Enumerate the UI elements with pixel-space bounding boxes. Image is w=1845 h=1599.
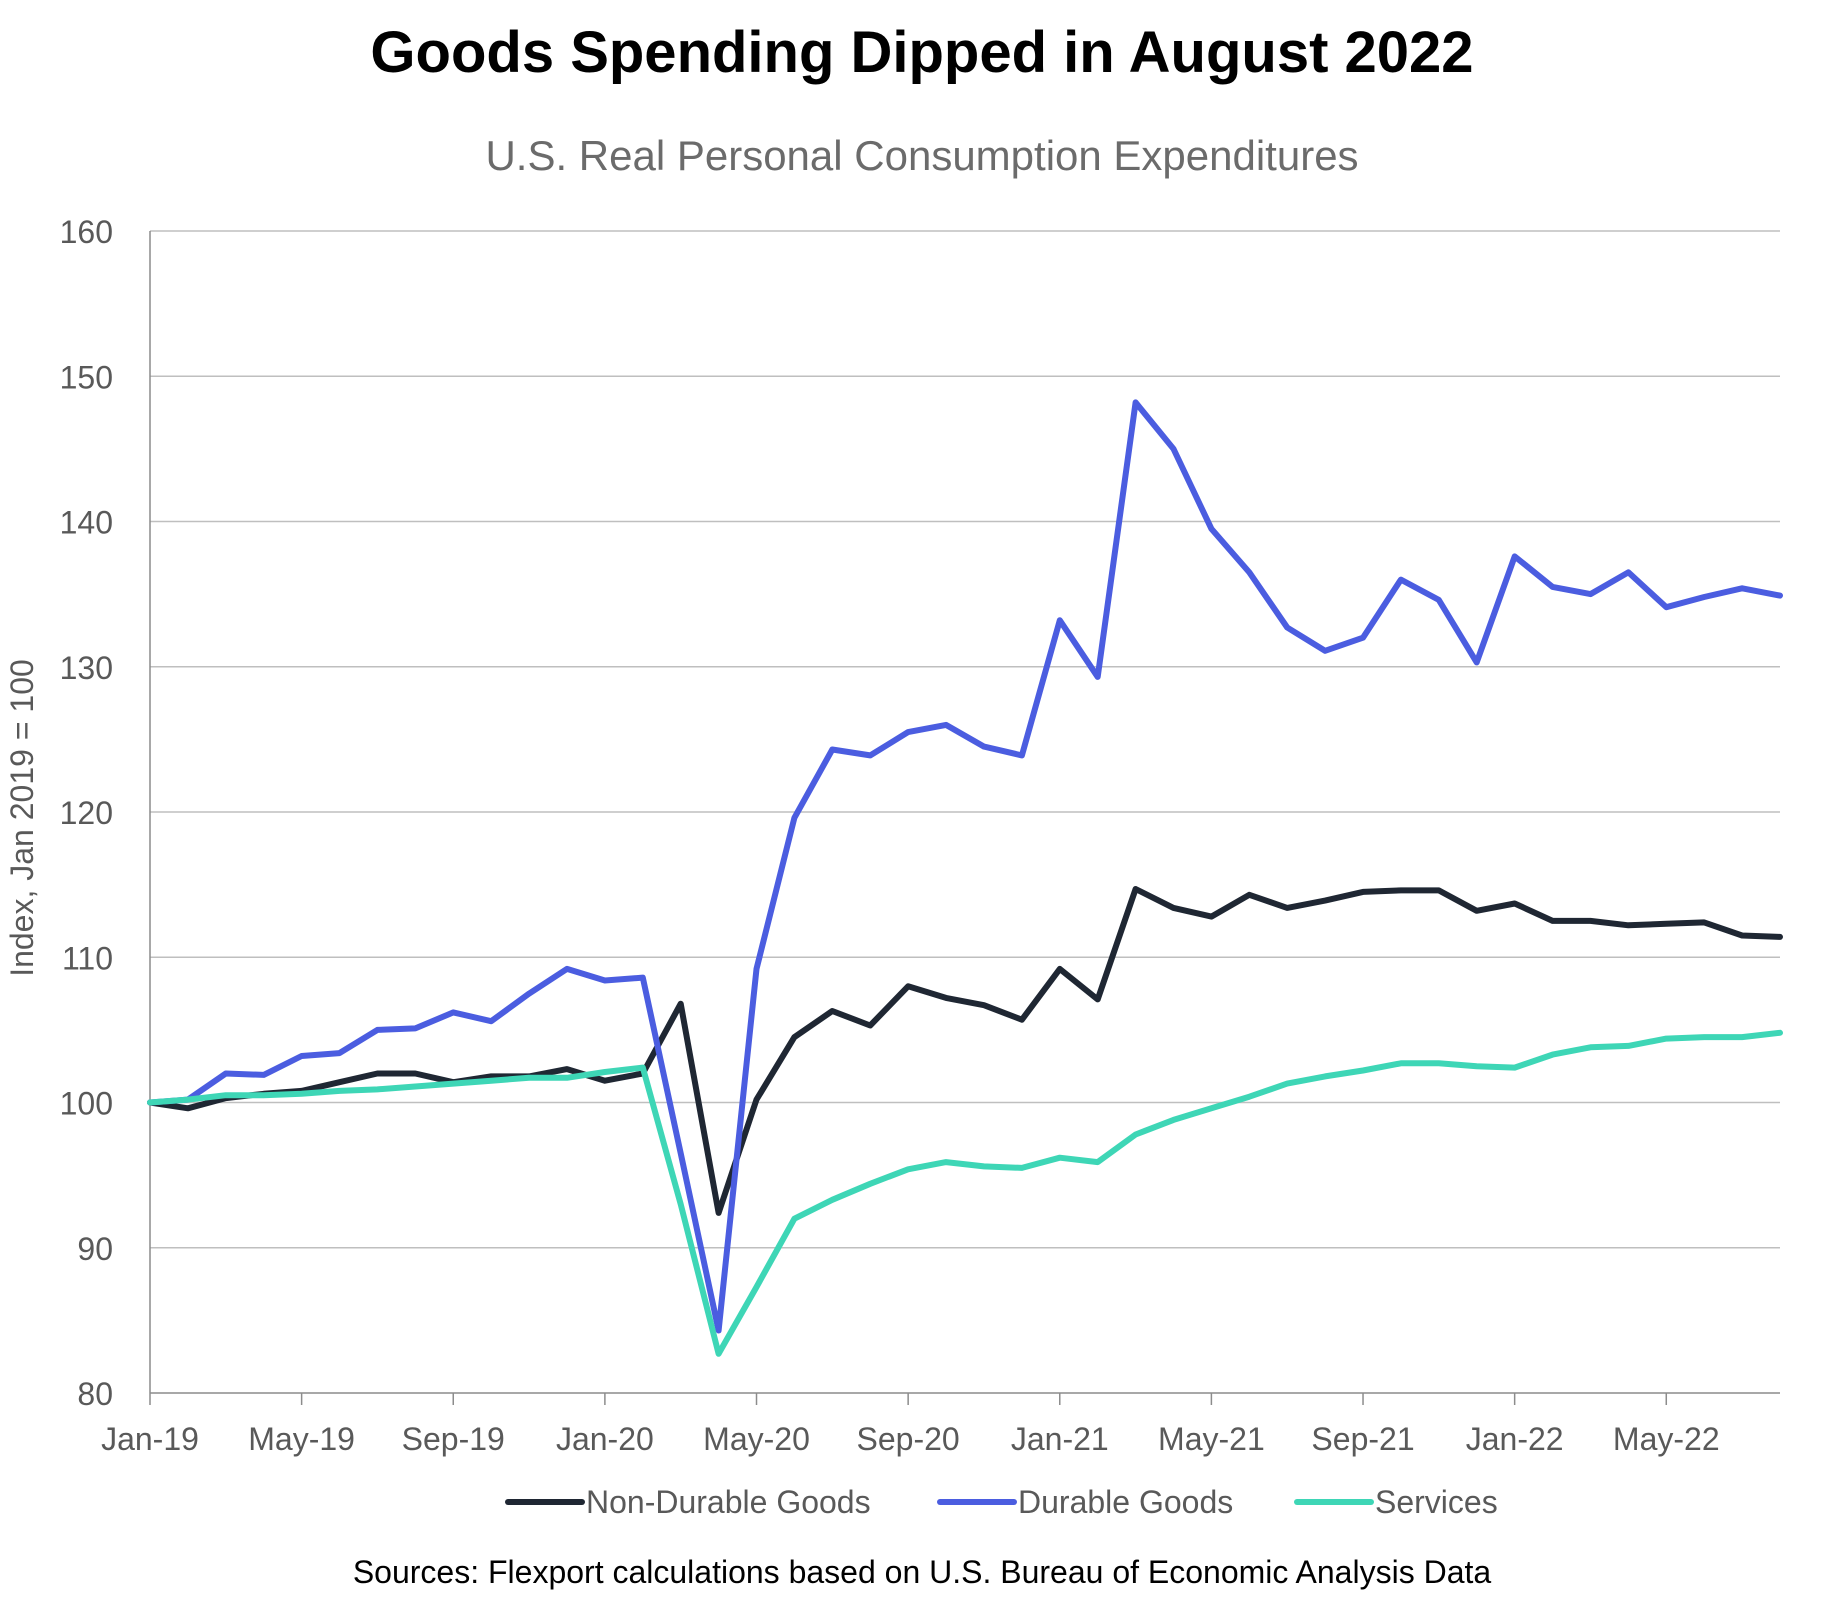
x-tick-label: May-20 (703, 1421, 810, 1457)
x-tick-label: Jan-22 (1466, 1421, 1564, 1457)
y-tick-label: 110 (62, 940, 113, 976)
y-tick-label: 100 (60, 1086, 113, 1122)
y-tick-label: 130 (60, 650, 113, 686)
x-tick-label: May-22 (1613, 1421, 1720, 1457)
series-line-services (150, 1033, 1780, 1354)
x-tick-label: Jan-19 (101, 1421, 199, 1457)
y-tick-label: 160 (60, 214, 113, 250)
y-axis-label: Index, Jan 2019 = 100 (4, 659, 40, 977)
legend: Non-Durable Goods Durable Goods Services (508, 1484, 1498, 1520)
y-tick-label: 150 (60, 359, 113, 395)
y-tick-label: 140 (60, 505, 113, 541)
x-tick-label: May-19 (248, 1421, 355, 1457)
chart-title: Goods Spending Dipped in August 2022 (370, 20, 1473, 85)
y-tick-label: 80 (77, 1376, 113, 1412)
x-tick-label: Sep-20 (857, 1421, 960, 1457)
x-tick-label: May-21 (1158, 1421, 1265, 1457)
y-tick-label: 120 (60, 795, 113, 831)
legend-item-non-durable-goods: Non-Durable Goods (508, 1484, 871, 1520)
legend-label-non-durable-goods: Non-Durable Goods (586, 1484, 871, 1520)
legend-item-services: Services (1297, 1484, 1498, 1520)
source-note: Sources: Flexport calculations based on … (353, 1554, 1492, 1590)
y-tick-label: 90 (77, 1231, 113, 1267)
gridlines (150, 231, 1780, 1248)
x-tick-label: Jan-20 (556, 1421, 654, 1457)
legend-label-services: Services (1375, 1484, 1498, 1520)
legend-label-durable-goods: Durable Goods (1018, 1484, 1233, 1520)
legend-item-durable-goods: Durable Goods (940, 1484, 1233, 1520)
x-tick-label: Sep-21 (1311, 1421, 1414, 1457)
chart: Goods Spending Dipped in August 2022 U.S… (0, 0, 1845, 1599)
y-tick-labels: 80 90 100 110 120 130 140 150 160 (60, 214, 113, 1412)
series-line-durable-goods (150, 402, 1780, 1330)
x-tick-label: Jan-21 (1011, 1421, 1109, 1457)
series-lines (150, 402, 1780, 1353)
x-tick-labels: Jan-19 May-19 Sep-19 Jan-20 May-20 Sep-20 Jan-… (101, 1393, 1720, 1457)
chart-subtitle: U.S. Real Personal Consumption Expenditu… (485, 132, 1358, 179)
x-tick-label: Sep-19 (402, 1421, 505, 1457)
